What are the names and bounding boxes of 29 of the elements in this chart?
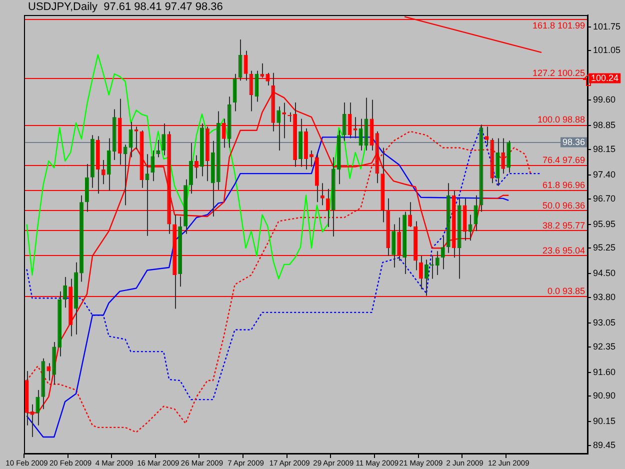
y-tick-label: 90.90 — [593, 390, 616, 401]
y-tick-label: 93.80 — [593, 292, 616, 302]
ref-line-label: 98.36 — [562, 136, 586, 147]
y-tick-label: 95.95 — [593, 218, 616, 229]
annotation: 76.4 97.69 — [542, 155, 585, 166]
y-tick-label: 99.60 — [593, 94, 616, 105]
y-tick-label: 94.50 — [593, 268, 616, 278]
chart-title: USDJPY,Daily 97.61 98.41 97.47 98.36 — [28, 1, 223, 13]
y-tick-label: 95.25 — [593, 242, 616, 253]
annotation: 50.0 96.36 — [542, 200, 585, 210]
y-tick-label: 92.35 — [593, 341, 616, 352]
y-tick-label: 96.70 — [593, 193, 616, 204]
annotation: 127.2 100.25 — [532, 68, 585, 78]
ref-line-label: 100.24 — [591, 72, 619, 83]
annotation: 23.6 95.04 — [542, 245, 585, 256]
y-tick-label: 101.05 — [593, 45, 621, 56]
y-tick-label: 91.60 — [593, 366, 616, 377]
y-tick-label: 90.15 — [593, 416, 616, 426]
y-tick-label: 101.75 — [593, 21, 621, 32]
y-tick-label: 89.45 — [593, 440, 616, 450]
annotation: 161.8 101.99 — [532, 20, 585, 31]
y-tick-label: 98.85 — [593, 120, 616, 130]
y-tick-label: 98.15 — [593, 144, 616, 154]
y-tick-label: 93.05 — [593, 317, 616, 328]
y-tick-label: 97.40 — [593, 169, 616, 180]
annotation: 100.0 98.88 — [537, 114, 585, 125]
annotation: 0.0 93.85 — [547, 286, 585, 296]
annotation: 61.8 96.96 — [542, 180, 585, 190]
annotation: 38.2 95.77 — [542, 220, 585, 230]
